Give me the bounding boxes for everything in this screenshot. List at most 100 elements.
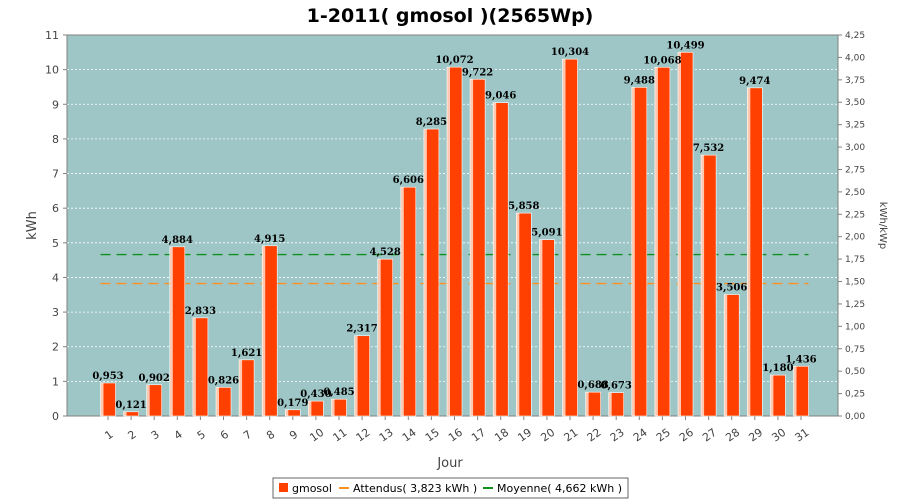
x-tick-label: 8 — [264, 428, 277, 443]
data-label: 2,317 — [346, 324, 377, 335]
legend-label: Attendus( 3,823 kWh ) — [353, 482, 477, 495]
left-axis: 0 1 2 3 4 5 6 7 8 9 10 11 — [45, 29, 67, 423]
bar — [700, 154, 717, 417]
legend-item-gmosol: gmosol — [279, 482, 332, 495]
y-tick-label: 2 — [52, 341, 59, 354]
data-label: 5,858 — [508, 201, 539, 212]
x-tick-label: 24 — [631, 426, 650, 445]
bar-fill — [654, 67, 670, 416]
data-label: 0,485 — [323, 387, 354, 398]
bar-fill — [701, 155, 717, 417]
data-label: 10,304 — [551, 47, 589, 58]
y2-tick-label: 3,50 — [845, 98, 865, 108]
bar-fill — [331, 399, 347, 416]
x-tick-label: 10 — [307, 426, 326, 445]
bar — [723, 294, 740, 417]
bar-fill — [100, 382, 116, 416]
bar-highlight — [400, 187, 404, 416]
x-tick-label: 9 — [287, 428, 300, 443]
bar-highlight — [724, 294, 728, 416]
bar-fill — [354, 335, 370, 416]
data-label: 0,673 — [601, 381, 632, 392]
legend-item-line: Moyenne( 4,662 kWh ) — [483, 482, 622, 495]
x-tick-label: 4 — [172, 428, 185, 443]
bar-highlight — [516, 213, 520, 416]
data-label: 0,179 — [277, 398, 308, 409]
bar — [123, 411, 139, 417]
right-axis: 0,00 0,25 0,50 0,75 1,00 1,25 1,50 1,75 2,00 2,25… — [838, 31, 865, 422]
bar-outline — [331, 398, 347, 417]
chart-title: 1-2011( gmosol )(2565Wp) — [307, 5, 594, 27]
bar — [770, 374, 786, 417]
y-tick-label: 4 — [52, 271, 59, 284]
y2-tick-label: 0,50 — [845, 367, 865, 377]
bar-fill — [562, 59, 578, 417]
x-tick-label: 26 — [677, 426, 696, 445]
y-tick-label: 1 — [52, 375, 59, 388]
y2-tick-label: 0,75 — [845, 345, 865, 355]
bar-outline — [423, 128, 440, 417]
bar-outline — [515, 212, 532, 417]
bar-highlight — [793, 366, 797, 416]
bar-highlight — [285, 409, 289, 416]
y2-axis-label: kWh/kWp — [877, 202, 888, 249]
x-tick-label: 3 — [149, 428, 162, 443]
bar-fill — [192, 317, 208, 416]
y2-tick-label: 4,25 — [845, 31, 865, 41]
bar-outline — [793, 365, 809, 417]
data-label: 9,474 — [739, 76, 770, 87]
y2-tick-label: 2,00 — [845, 233, 865, 243]
data-label: 0,902 — [139, 373, 170, 384]
y-tick-label: 5 — [52, 237, 59, 250]
legend-swatch — [279, 483, 288, 492]
x-tick-label: 31 — [793, 426, 812, 445]
bar-fill — [377, 259, 393, 416]
x-tick-label: 6 — [218, 428, 231, 443]
bar-highlight — [262, 245, 266, 416]
data-label: 0,121 — [115, 400, 146, 411]
bar-fill — [793, 366, 809, 416]
data-label: 9,046 — [485, 91, 516, 102]
bar-outline — [608, 392, 625, 417]
bars — [100, 52, 809, 417]
bar-fill — [516, 213, 532, 416]
y2-tick-label: 2,25 — [845, 210, 865, 220]
bar-outline — [354, 335, 370, 417]
bar-fill — [423, 129, 439, 416]
data-label: 10,072 — [435, 55, 473, 66]
bar-highlight — [747, 87, 751, 416]
y-tick-label: 6 — [52, 202, 59, 215]
y2-tick-label: 3,75 — [845, 76, 865, 86]
y2-tick-label: 3,00 — [845, 143, 865, 153]
data-label: 9,488 — [624, 75, 655, 86]
bar-outline — [723, 294, 740, 417]
bar — [331, 398, 347, 417]
bar-highlight — [770, 375, 774, 416]
bar-outline — [446, 66, 463, 417]
data-label: 2,833 — [185, 306, 216, 317]
bar-fill — [146, 384, 162, 416]
x-tick-label: 25 — [654, 426, 673, 445]
bar — [677, 52, 694, 417]
data-label: 10,499 — [666, 40, 704, 51]
bar-fill — [123, 411, 139, 416]
x-tick-label: 7 — [241, 428, 254, 443]
y-tick-label: 9 — [52, 98, 59, 111]
bar-highlight — [123, 411, 127, 416]
x-tick-label: 16 — [446, 426, 465, 445]
bar — [261, 245, 278, 417]
x-tick-label: 1 — [102, 428, 115, 443]
bar-highlight — [100, 382, 104, 416]
data-label: 10,068 — [643, 55, 681, 66]
bar-highlight — [608, 392, 612, 416]
data-label: 4,915 — [254, 234, 285, 245]
legend-label: Moyenne( 4,662 kWh ) — [497, 482, 622, 495]
bar — [654, 66, 671, 417]
bar — [146, 384, 162, 417]
bar-outline — [492, 102, 509, 417]
x-tick-label: 11 — [331, 426, 350, 445]
x-tick-label: 29 — [746, 426, 765, 445]
bar — [562, 58, 578, 417]
bar-outline — [192, 317, 209, 417]
bar-outline — [539, 239, 555, 417]
